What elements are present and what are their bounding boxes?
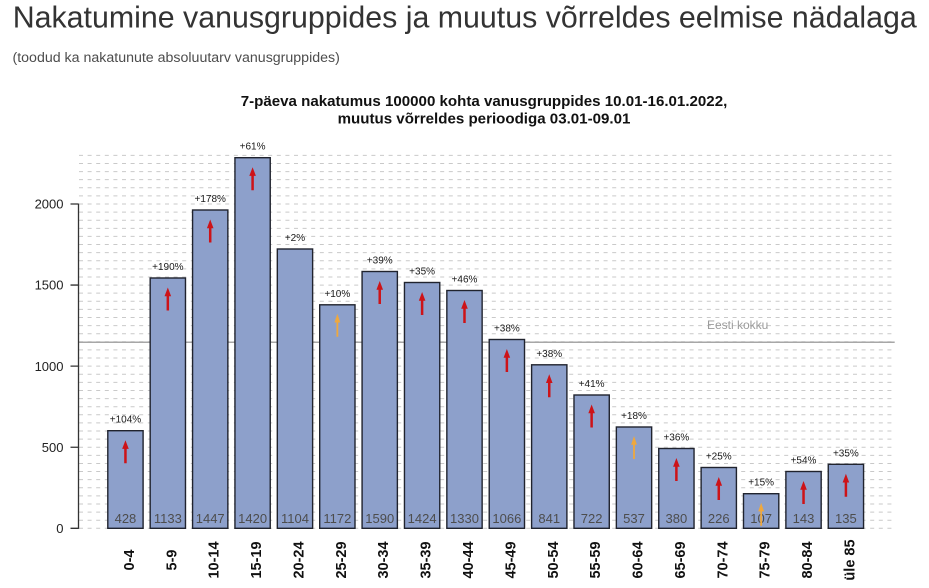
svg-text:1104: 1104 xyxy=(281,511,309,526)
svg-text:Nakatumine vanusgruppides ja m: Nakatumine vanusgruppides ja muutus võrr… xyxy=(13,1,917,34)
svg-text:+15%: +15% xyxy=(748,478,774,489)
svg-text:380: 380 xyxy=(666,511,688,526)
svg-text:+190%: +190% xyxy=(152,262,184,273)
svg-text:25-29: 25-29 xyxy=(334,541,350,578)
svg-text:55-59: 55-59 xyxy=(588,541,604,578)
svg-text:1590: 1590 xyxy=(365,511,394,526)
svg-text:+39%: +39% xyxy=(367,256,393,267)
svg-text:0: 0 xyxy=(56,521,63,536)
svg-text:537: 537 xyxy=(623,511,645,526)
svg-text:1330: 1330 xyxy=(450,511,479,526)
svg-text:5-9: 5-9 xyxy=(164,550,180,571)
svg-text:1420: 1420 xyxy=(238,511,267,526)
svg-text:+54%: +54% xyxy=(791,456,817,467)
svg-text:+104%: +104% xyxy=(110,415,142,426)
svg-text:+38%: +38% xyxy=(536,349,562,360)
svg-text:20-24: 20-24 xyxy=(291,541,307,578)
svg-text:muutus võrreldes perioodiga 03: muutus võrreldes perioodiga 03.01-09.01 xyxy=(338,111,631,128)
svg-text:10-14: 10-14 xyxy=(207,541,223,578)
svg-text:+25%: +25% xyxy=(706,452,732,463)
svg-text:+41%: +41% xyxy=(579,379,605,390)
svg-text:0-4: 0-4 xyxy=(122,550,138,571)
svg-text:+38%: +38% xyxy=(494,324,520,335)
svg-text:35-39: 35-39 xyxy=(419,541,435,578)
svg-text:80-84: 80-84 xyxy=(800,541,816,578)
svg-text:1500: 1500 xyxy=(35,278,64,293)
svg-text:+36%: +36% xyxy=(663,433,689,444)
svg-text:+35%: +35% xyxy=(833,448,859,459)
svg-text:1133: 1133 xyxy=(154,511,182,526)
svg-text:1424: 1424 xyxy=(408,511,437,526)
svg-text:226: 226 xyxy=(708,511,730,526)
svg-text:2000: 2000 xyxy=(35,197,64,212)
svg-text:+46%: +46% xyxy=(452,275,478,286)
svg-text:1066: 1066 xyxy=(492,511,521,526)
svg-text:(toodud ka nakatunute absoluut: (toodud ka nakatunute absoluutarv vanusg… xyxy=(13,50,340,66)
svg-text:15-19: 15-19 xyxy=(249,541,265,578)
svg-text:üle 85: üle 85 xyxy=(842,539,858,580)
svg-text:65-69: 65-69 xyxy=(673,541,689,578)
svg-text:143: 143 xyxy=(793,511,815,526)
svg-text:45-49: 45-49 xyxy=(503,541,519,578)
svg-text:+10%: +10% xyxy=(324,289,350,300)
svg-text:1447: 1447 xyxy=(196,511,225,526)
svg-text:1000: 1000 xyxy=(35,359,64,374)
svg-text:Eesti kokku: Eesti kokku xyxy=(707,318,768,332)
svg-text:135: 135 xyxy=(835,511,857,526)
svg-text:70-74: 70-74 xyxy=(715,541,731,578)
svg-text:+18%: +18% xyxy=(621,411,647,422)
svg-text:50-54: 50-54 xyxy=(546,541,562,578)
svg-text:75-79: 75-79 xyxy=(758,541,774,578)
svg-text:60-64: 60-64 xyxy=(631,541,647,578)
svg-text:30-34: 30-34 xyxy=(376,541,392,578)
svg-text:7-päeva nakatumus 100000 kohta: 7-päeva nakatumus 100000 kohta vanusgrup… xyxy=(241,93,728,110)
svg-text:841: 841 xyxy=(538,511,560,526)
svg-text:+2%: +2% xyxy=(285,233,305,244)
svg-text:500: 500 xyxy=(42,440,64,455)
svg-text:1172: 1172 xyxy=(323,511,351,526)
svg-text:722: 722 xyxy=(581,511,603,526)
svg-text:+35%: +35% xyxy=(409,267,435,278)
svg-text:40-44: 40-44 xyxy=(461,541,477,578)
svg-text:+178%: +178% xyxy=(194,194,226,205)
svg-text:428: 428 xyxy=(115,511,137,526)
svg-text:+61%: +61% xyxy=(240,142,266,153)
